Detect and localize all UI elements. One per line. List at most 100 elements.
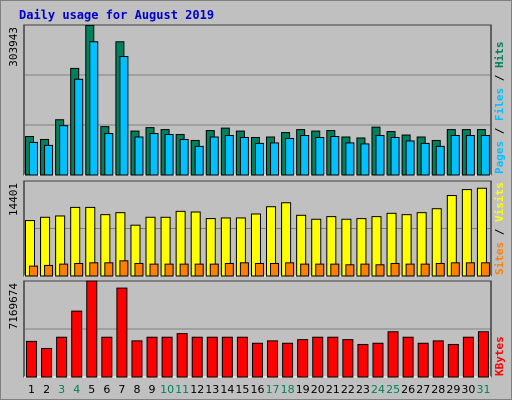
day-label-11: 11: [175, 383, 189, 396]
bar-sites-day-7: [119, 260, 129, 277]
bar-sites-day-14: [224, 262, 234, 277]
panel-bottom-max-label: 7169674: [7, 283, 20, 330]
bar-sites-day-17: [270, 262, 280, 277]
bar-kbytes-day-7: [116, 287, 128, 378]
panel-top-legend-segment-0: Pages: [493, 141, 506, 174]
bar-files-day-3: [59, 125, 69, 176]
panel-middle-max-label: 14401: [7, 183, 20, 216]
chart-title: Daily usage for August 2019: [19, 8, 214, 22]
bar-sites-day-3: [59, 263, 69, 277]
day-label-21: 21: [326, 383, 340, 396]
bar-files-day-18: [285, 137, 295, 176]
day-label-10: 10: [160, 383, 174, 396]
bar-sites-day-10: [164, 263, 174, 277]
bar-kbytes-day-5: [86, 280, 98, 378]
day-label-22: 22: [341, 383, 355, 396]
bar-files-day-14: [224, 135, 234, 176]
bar-files-day-26: [405, 140, 415, 176]
bar-files-day-2: [44, 144, 54, 176]
panel-bottom-legend: KBytes: [493, 336, 506, 376]
bar-files-day-28: [435, 145, 445, 176]
bar-files-day-16: [254, 142, 264, 176]
bar-kbytes-day-4: [71, 310, 83, 378]
bar-kbytes-day-28: [432, 340, 444, 378]
bar-sites-day-22: [345, 264, 355, 277]
bar-kbytes-day-2: [41, 347, 53, 378]
day-label-29: 29: [446, 383, 460, 396]
bar-sites-day-29: [450, 262, 460, 277]
panel-top-legend-segment-4: Hits: [493, 42, 506, 69]
bar-kbytes-day-14: [221, 336, 233, 378]
day-labels: 1 2 3 4 5 6 7 8 9 10 11 12 13 14 15 16 17 18 19 20 21 22 23 24 2…: [28, 383, 490, 396]
panel-bottom-legend-segment-0: KBytes: [493, 336, 506, 376]
day-label-16: 16: [251, 383, 265, 396]
bar-kbytes-day-8: [131, 340, 143, 378]
bar-kbytes-day-27: [417, 342, 429, 378]
bar-sites-day-12: [194, 263, 204, 277]
bar-files-day-24: [375, 135, 385, 176]
bar-kbytes-day-13: [206, 336, 218, 378]
panel-top-legend-segment-3: /: [493, 68, 506, 88]
bar-kbytes-day-22: [342, 339, 354, 378]
bar-sites-day-21: [330, 263, 340, 277]
bar-files-day-9: [149, 133, 159, 176]
day-label-6: 6: [103, 383, 110, 396]
day-label-2: 2: [43, 383, 50, 396]
bar-files-day-15: [239, 136, 249, 176]
bar-files-day-31: [480, 135, 490, 176]
bar-kbytes-day-26: [402, 336, 414, 378]
bar-sites-day-9: [149, 263, 159, 277]
day-label-26: 26: [401, 383, 415, 396]
bar-kbytes-day-29: [447, 343, 459, 378]
panel-middle-legend-segment-2: Visits: [493, 182, 506, 222]
bar-files-day-13: [209, 136, 219, 176]
bar-files-day-30: [465, 135, 475, 176]
day-label-7: 7: [118, 383, 125, 396]
bar-kbytes-day-20: [312, 336, 324, 378]
bar-kbytes-day-18: [282, 342, 294, 378]
bar-sites-day-26: [405, 263, 415, 277]
bar-kbytes-day-12: [191, 336, 203, 378]
bar-kbytes-day-10: [161, 336, 173, 378]
panel-top-legend-segment-1: /: [493, 121, 506, 141]
bar-sites-day-23: [360, 263, 370, 277]
bar-files-day-19: [300, 135, 310, 176]
day-label-20: 20: [311, 383, 325, 396]
bar-marks: [25, 24, 490, 378]
bar-files-day-12: [194, 145, 204, 176]
bar-sites-day-4: [74, 262, 84, 277]
day-label-3: 3: [58, 383, 65, 396]
bar-sites-day-19: [300, 263, 310, 277]
bar-kbytes-day-3: [56, 336, 68, 378]
bar-sites-day-18: [285, 262, 295, 277]
bar-sites-day-8: [134, 262, 144, 277]
bar-files-day-27: [420, 142, 430, 176]
bar-files-day-11: [179, 138, 189, 176]
day-label-9: 9: [149, 383, 156, 396]
bar-files-day-17: [270, 142, 280, 176]
day-label-17: 17: [266, 383, 280, 396]
bar-sites-day-6: [104, 262, 114, 277]
panel-top-legend-segment-2: Files: [493, 88, 506, 121]
day-label-12: 12: [190, 383, 204, 396]
bar-files-day-21: [330, 136, 340, 176]
panel-middle-legend-segment-1: /: [493, 222, 506, 242]
bar-sites-day-5: [89, 262, 99, 277]
bar-files-day-1: [29, 141, 38, 176]
bar-sites-day-31: [480, 262, 490, 277]
bar-files-day-20: [315, 136, 325, 176]
bar-sites-day-25: [390, 262, 400, 277]
bar-kbytes-day-31: [477, 331, 489, 378]
day-label-18: 18: [281, 383, 295, 396]
day-label-14: 14: [220, 383, 234, 396]
bar-sites-day-2: [44, 264, 54, 277]
bar-kbytes-day-24: [372, 342, 384, 378]
bar-kbytes-day-17: [267, 340, 279, 378]
bar-kbytes-day-16: [251, 342, 263, 378]
panel-middle-legend: Sites / Visits: [493, 182, 506, 275]
bar-kbytes-day-30: [462, 336, 474, 378]
bar-sites-day-1: [29, 265, 38, 277]
bar-sites-day-15: [239, 262, 249, 277]
